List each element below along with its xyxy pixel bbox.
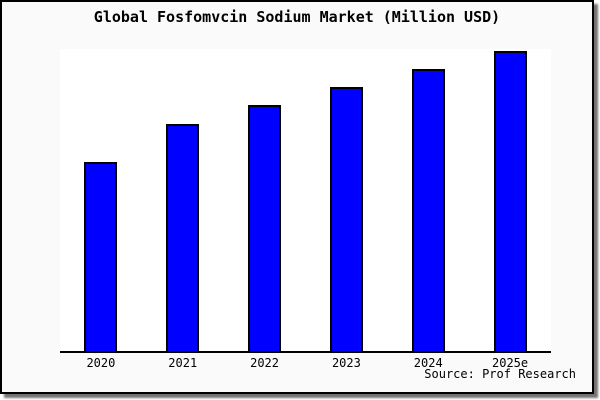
x-tick-label-2020: 2020 — [86, 356, 116, 370]
bar-2020 — [84, 162, 118, 351]
x-tick-label-2024: 2024 — [413, 356, 443, 370]
x-tick-label-2023: 2023 — [331, 356, 361, 370]
source-label: Source: Prof Research — [424, 367, 576, 381]
bar-2023 — [329, 87, 363, 351]
bar-2024 — [411, 69, 445, 351]
bar-2021 — [166, 124, 200, 351]
chart-title: Global Fosfomvcin Sodium Market (Million… — [93, 8, 501, 26]
bar-2025e — [493, 51, 527, 351]
chart-figure: Global Fosfomvcin Sodium Market (Million… — [0, 0, 594, 394]
x-axis-line — [60, 351, 551, 353]
x-tick-label-2021: 2021 — [168, 356, 198, 370]
x-tick-label-2022: 2022 — [250, 356, 280, 370]
plot-area — [60, 49, 551, 351]
bar-2022 — [248, 105, 282, 351]
x-tick-label-2025e: 2025e — [492, 356, 529, 370]
